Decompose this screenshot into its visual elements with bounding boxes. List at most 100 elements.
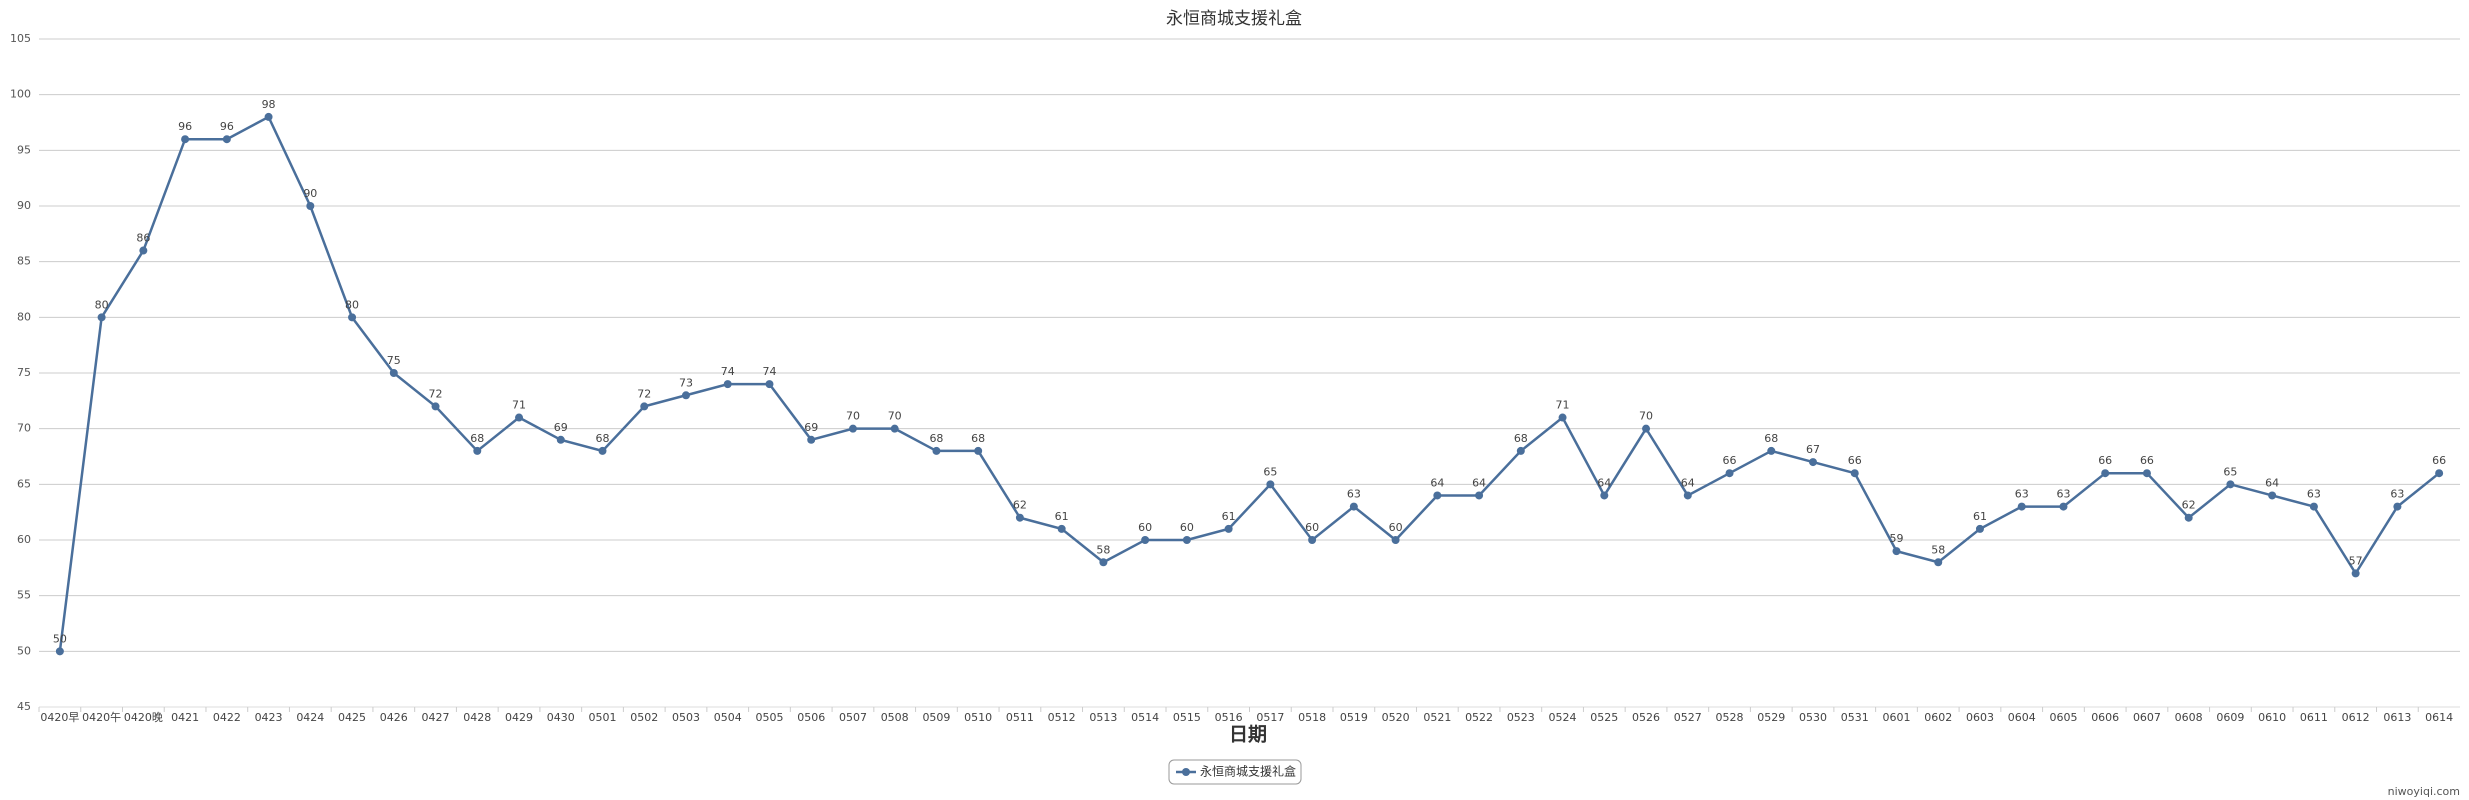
y-tick-label: 80	[17, 310, 31, 323]
x-tick-label: 0530	[1799, 711, 1827, 724]
point	[431, 402, 440, 411]
x-tick-label: 0517	[1256, 711, 1284, 724]
x-tick-label: 0510	[964, 711, 992, 724]
data-label: 64	[1597, 476, 1611, 489]
data-label: 65	[1263, 465, 1277, 478]
data-label: 60	[1138, 521, 1152, 534]
point	[1433, 491, 1442, 500]
point	[2059, 502, 2068, 511]
x-tick-label: 0523	[1507, 711, 1535, 724]
data-label: 63	[2056, 488, 2070, 501]
x-tick-label: 0422	[213, 711, 241, 724]
x-tick-label: 0602	[1924, 711, 1952, 724]
point	[97, 313, 106, 322]
data-label: 70	[888, 410, 902, 423]
data-label: 66	[2140, 454, 2154, 467]
x-tick-label: 0423	[255, 711, 283, 724]
data-label: 70	[846, 410, 860, 423]
point	[890, 424, 899, 433]
x-tick-label: 0521	[1423, 711, 1451, 724]
x-tick-label: 0607	[2133, 711, 2161, 724]
x-tick-label: 0428	[463, 711, 491, 724]
data-label: 64	[2265, 476, 2279, 489]
x-tick-label: 0519	[1340, 711, 1368, 724]
x-tick-label: 0518	[1298, 711, 1326, 724]
x-tick-label: 0513	[1089, 711, 1117, 724]
data-label: 67	[1806, 443, 1820, 456]
data-label: 68	[929, 432, 943, 445]
point	[473, 446, 482, 455]
chart-title: 永恒商城支援礼盒	[1166, 9, 1302, 29]
point	[348, 313, 357, 322]
point	[1308, 536, 1317, 544]
point	[1015, 513, 1024, 522]
point	[1892, 547, 1901, 556]
data-label: 61	[1222, 510, 1236, 523]
y-tick-label: 85	[17, 255, 31, 268]
x-tick-label: 0430	[547, 711, 575, 724]
point	[1934, 558, 1943, 567]
data-label: 64	[1430, 476, 1444, 489]
y-tick-label: 105	[10, 32, 31, 45]
data-label: 63	[1347, 488, 1361, 501]
point	[264, 112, 273, 121]
watermark: niwoyiqi.com	[2388, 785, 2460, 798]
legend-box	[1168, 759, 1302, 785]
x-tick-label: 0526	[1632, 711, 1660, 724]
data-label: 73	[679, 376, 693, 389]
point	[55, 647, 64, 656]
point	[765, 380, 774, 389]
data-label: 61	[1055, 510, 1069, 523]
data-label: 57	[2349, 554, 2363, 567]
data-label: 63	[2390, 488, 2404, 501]
point	[2184, 513, 2193, 522]
data-label: 86	[136, 232, 150, 245]
x-tick-label: 0508	[881, 711, 909, 724]
point	[1975, 524, 1984, 533]
y-tick-label: 60	[17, 533, 31, 546]
y-tick-label: 95	[17, 143, 31, 156]
x-tick-label: 0529	[1757, 711, 1785, 724]
data-label: 80	[345, 298, 359, 311]
point	[2226, 480, 2235, 489]
point	[681, 391, 690, 400]
point	[515, 413, 524, 422]
point	[306, 202, 315, 210]
data-label: 74	[762, 365, 776, 378]
x-tick-label: 0527	[1674, 711, 1702, 724]
point	[640, 402, 649, 411]
x-tick-label: 0604	[2008, 711, 2036, 724]
point	[1516, 446, 1525, 455]
point	[1349, 502, 1358, 511]
x-tick-label: 0501	[589, 711, 617, 724]
data-label: 64	[1681, 476, 1695, 489]
point	[556, 435, 565, 444]
line	[58, 115, 2440, 652]
data-label: 66	[1723, 454, 1737, 467]
data-label: 90	[303, 187, 317, 200]
data-label: 65	[2223, 465, 2237, 478]
y-tick-label: 100	[10, 88, 31, 101]
point	[2101, 469, 2110, 478]
point	[222, 135, 231, 144]
point	[2435, 469, 2444, 478]
y-tick-label: 75	[17, 366, 31, 379]
point	[807, 435, 816, 444]
legend-item[interactable]: 永恒商城支援礼盒	[1168, 759, 1302, 785]
data-label: 68	[1764, 432, 1778, 445]
x-tick-label: 0606	[2091, 711, 2119, 724]
data-label: 75	[387, 354, 401, 367]
data-label: 60	[1180, 521, 1194, 534]
data-label: 66	[1848, 454, 1862, 467]
point	[1642, 424, 1651, 433]
point	[1391, 536, 1400, 544]
data-label: 71	[512, 399, 526, 412]
data-label: 60	[1305, 521, 1319, 534]
y-tick-label: 50	[17, 644, 31, 657]
point	[181, 135, 190, 144]
x-tick-label: 0605	[2049, 711, 2077, 724]
x-tick-label: 0613	[2383, 711, 2411, 724]
y-tick-label: 55	[17, 589, 31, 602]
data-label: 58	[1931, 543, 1945, 556]
